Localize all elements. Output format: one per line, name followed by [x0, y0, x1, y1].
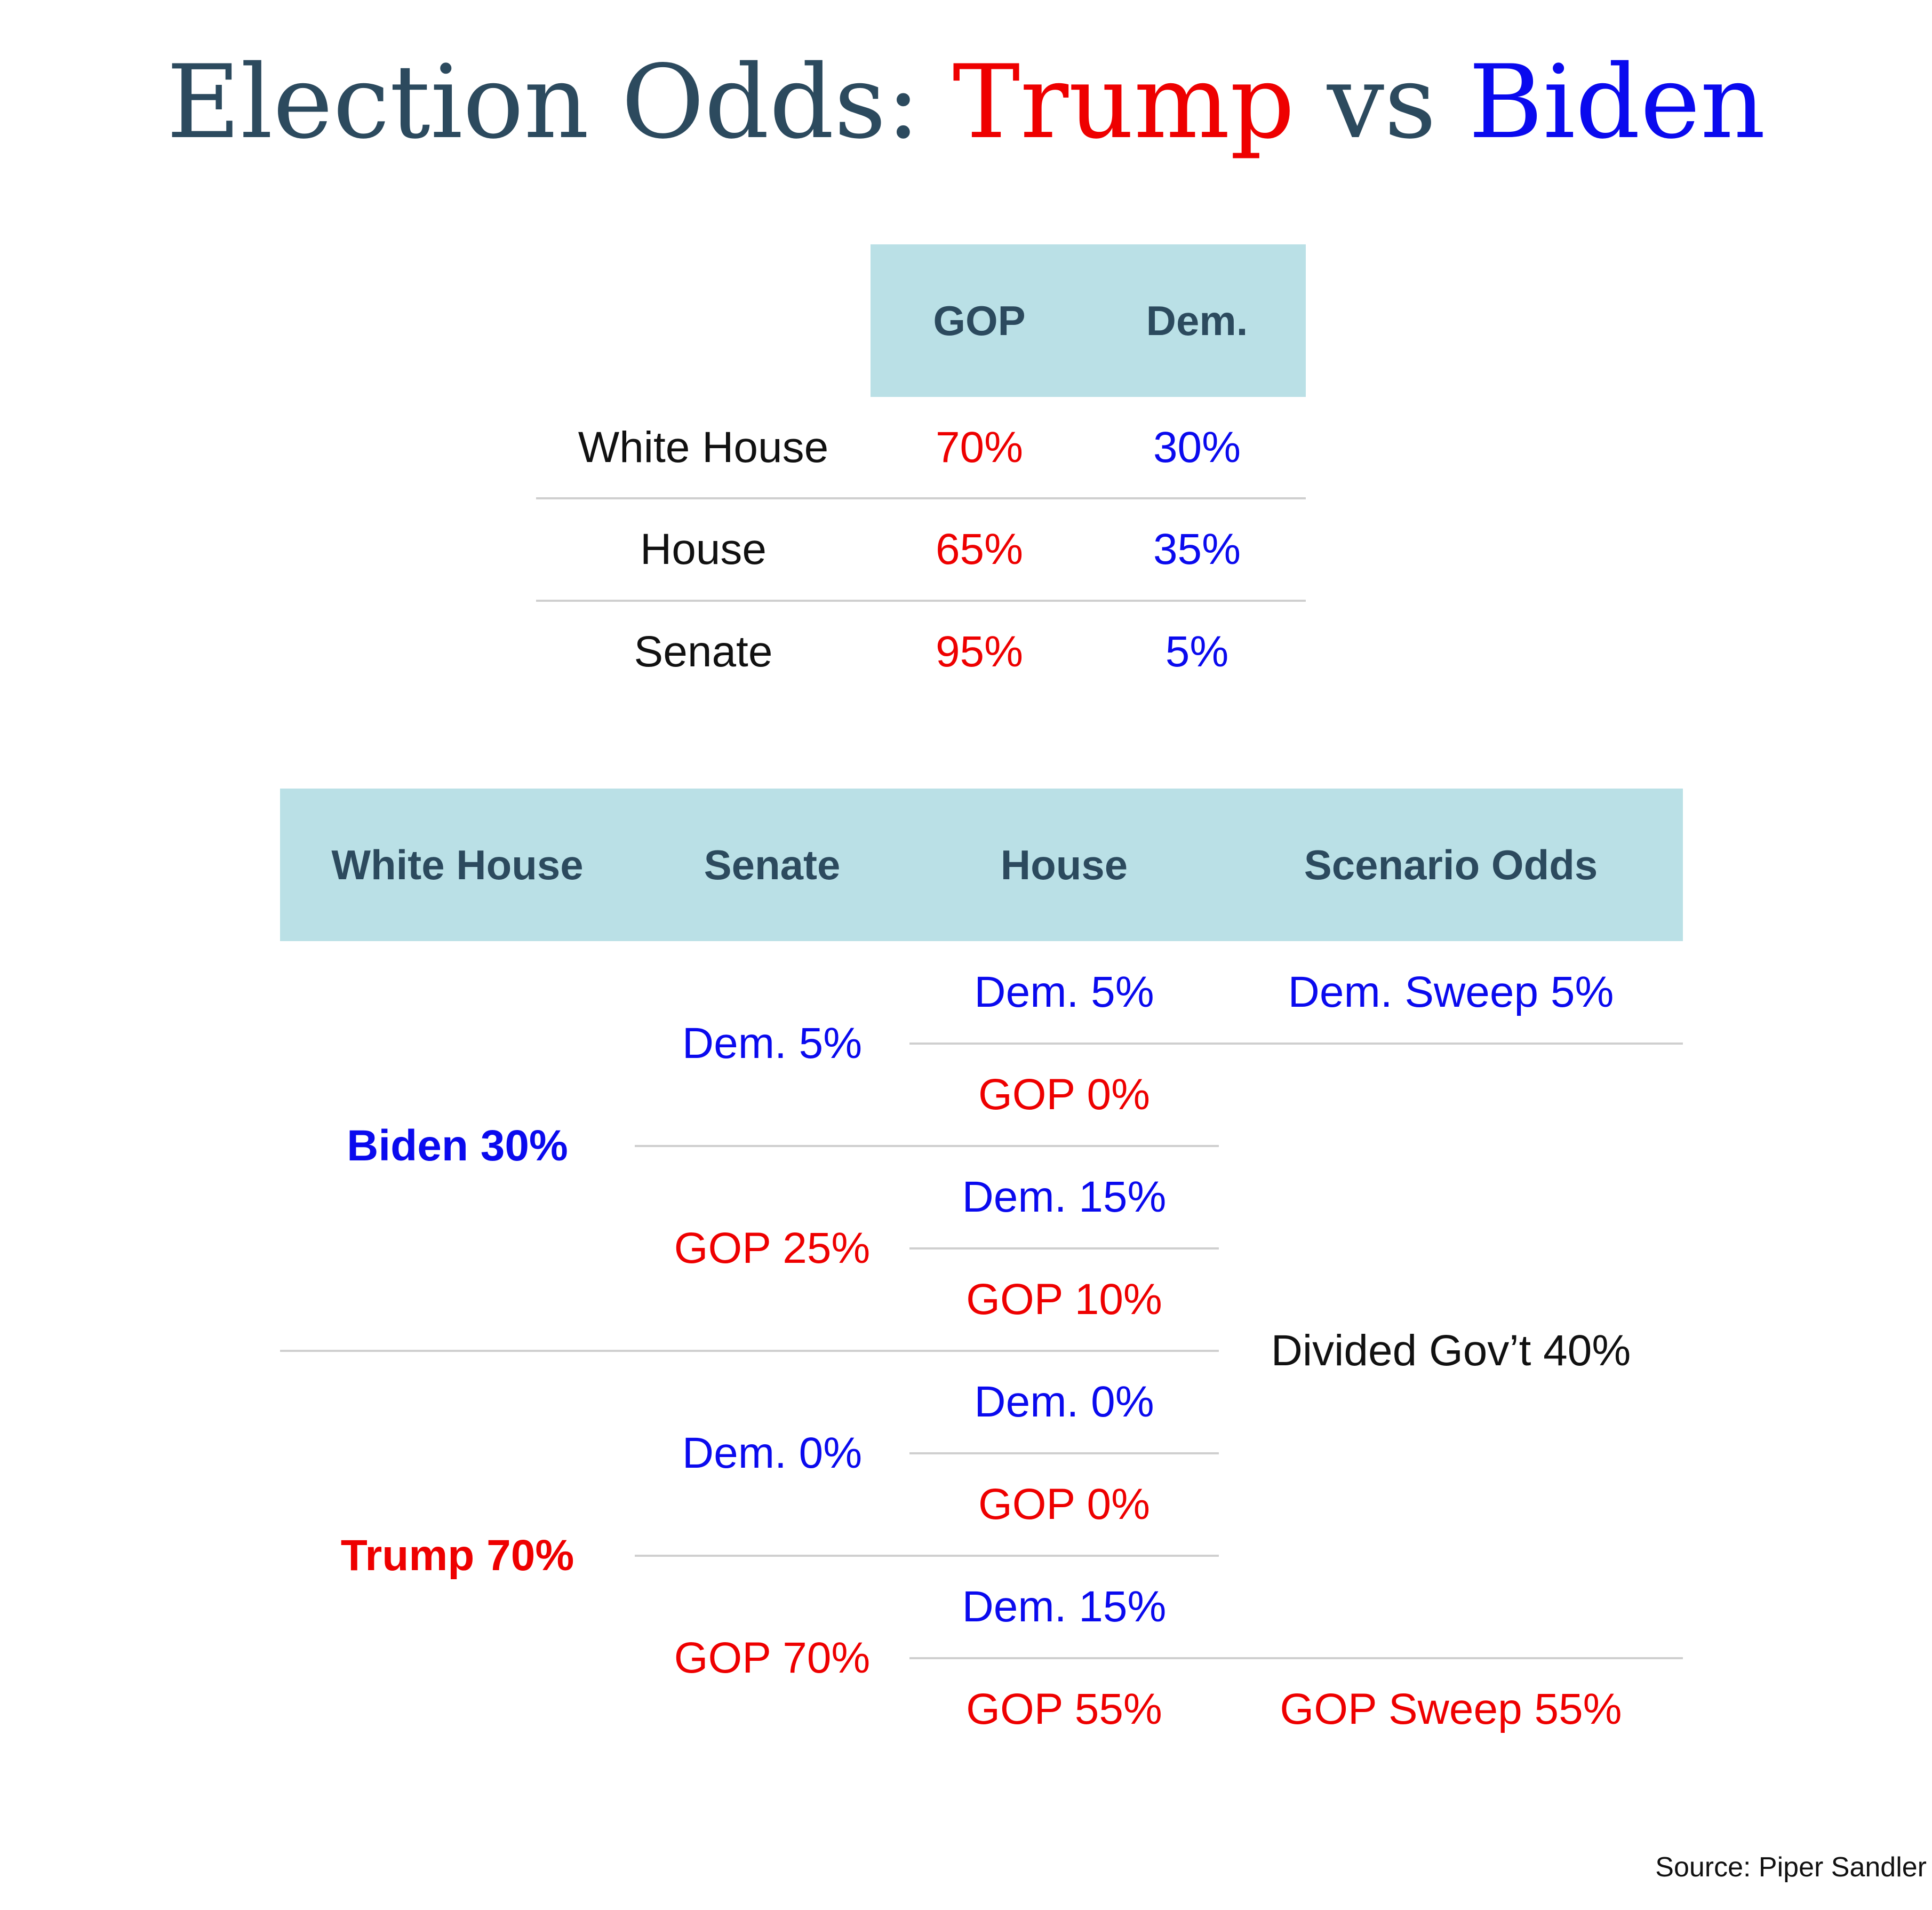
title-prefix: Election Odds: — [166, 43, 953, 161]
summary-row-label: White House — [578, 423, 829, 472]
summary-divider — [536, 600, 1306, 602]
house-cell: Dem. 5% — [974, 968, 1154, 1016]
house-cell: Dem. 15% — [962, 1582, 1167, 1631]
scenario-header-bg — [280, 789, 1683, 941]
summary-header-dem: Dem. — [1146, 297, 1248, 344]
summary-row-dem: 30% — [1153, 423, 1241, 472]
summary-row-label: House — [640, 525, 767, 574]
scenario-header-senate: Senate — [704, 841, 841, 888]
page-title: Election Odds: Trump vs Biden — [0, 42, 1932, 163]
scenario-divided: Divided Gov’t 40% — [1271, 1326, 1631, 1375]
summary-row-dem: 5% — [1165, 627, 1229, 676]
summary-header-bg — [871, 244, 1306, 397]
title-vs: vs — [1295, 43, 1469, 161]
summary-divider — [536, 497, 1306, 499]
scenario-header-white-house: White House — [331, 841, 584, 888]
row-divider — [280, 1350, 1219, 1352]
row-divider — [909, 1657, 1683, 1659]
scenario-header-house: House — [1000, 841, 1128, 888]
title-trump: Trump — [952, 43, 1295, 161]
row-divider — [909, 1452, 1219, 1454]
house-cell: GOP 0% — [978, 1480, 1151, 1529]
house-cell: GOP 10% — [966, 1275, 1162, 1324]
title-biden: Biden — [1468, 43, 1766, 161]
house-cell: Dem. 0% — [974, 1378, 1154, 1426]
summary-row-gop: 70% — [935, 423, 1024, 472]
scenario-header-odds: Scenario Odds — [1304, 841, 1598, 888]
house-cell: GOP 0% — [978, 1070, 1151, 1119]
row-divider — [635, 1145, 1219, 1147]
white-house-biden: Biden 30% — [347, 1121, 568, 1170]
summary-row-dem: 35% — [1153, 525, 1241, 574]
senate-cell: GOP 70% — [674, 1634, 871, 1682]
row-divider — [635, 1555, 1219, 1557]
row-divider — [909, 1042, 1683, 1045]
summary-row-gop: 65% — [935, 525, 1024, 574]
senate-cell: Dem. 0% — [682, 1429, 863, 1477]
source-note: Source: Piper Sandler — [1655, 1852, 1927, 1883]
senate-cell: GOP 25% — [674, 1224, 871, 1272]
senate-cell: Dem. 5% — [682, 1019, 863, 1068]
summary-row-gop: 95% — [935, 627, 1024, 676]
row-divider — [909, 1247, 1219, 1250]
scenario-dem-sweep: Dem. Sweep 5% — [1288, 968, 1614, 1016]
house-cell: Dem. 15% — [962, 1173, 1167, 1221]
white-house-trump: Trump 70% — [340, 1531, 574, 1580]
house-cell: GOP 55% — [966, 1685, 1162, 1733]
summary-row-label: Senate — [634, 627, 773, 676]
summary-header-gop: GOP — [933, 297, 1026, 344]
scenario-gop-sweep: GOP Sweep 55% — [1280, 1685, 1622, 1733]
